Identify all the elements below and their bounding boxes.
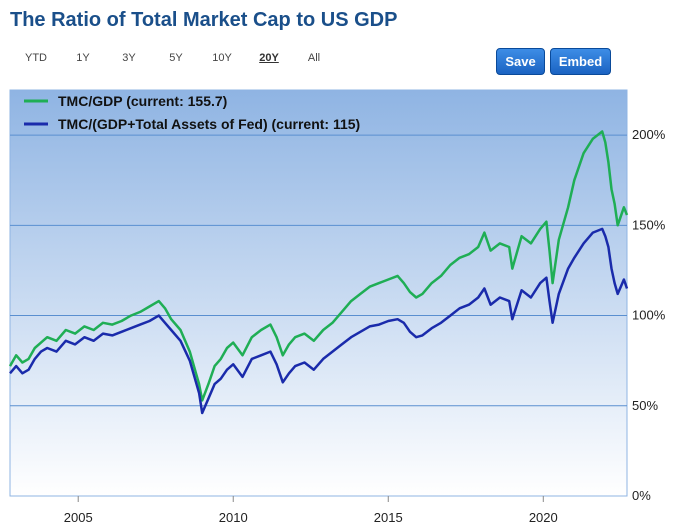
x-tick-label: 2020 bbox=[529, 510, 558, 525]
range-10y[interactable]: 10Y bbox=[212, 52, 232, 64]
range-20y[interactable]: 20Y bbox=[259, 52, 279, 64]
embed-button[interactable]: Embed bbox=[550, 48, 611, 75]
series-line-1 bbox=[9, 227, 629, 415]
y-tick-label: 100% bbox=[632, 308, 666, 323]
legend-label[interactable]: TMC/(GDP+Total Assets of Fed) (current: … bbox=[58, 116, 360, 132]
x-tick-label: 2010 bbox=[219, 510, 248, 525]
range-1y[interactable]: 1Y bbox=[76, 52, 90, 64]
save-button[interactable]: Save bbox=[496, 48, 545, 75]
x-tick-label: 2015 bbox=[374, 510, 403, 525]
range-all[interactable]: All bbox=[307, 52, 321, 64]
y-tick-label: 200% bbox=[632, 127, 666, 142]
chart: 0% 50% 100% 150% 200% 2005 2010 2015 2020 TMC/G… bbox=[8, 89, 666, 525]
y-tick-label: 0% bbox=[632, 488, 651, 503]
page-title: The Ratio of Total Market Cap to US GDP bbox=[10, 9, 398, 31]
range-3y[interactable]: 3Y bbox=[122, 52, 136, 64]
legend-label[interactable]: TMC/GDP (current: 155.7) bbox=[58, 93, 227, 109]
y-tick-label: 150% bbox=[632, 217, 666, 232]
range-5y[interactable]: 5Y bbox=[169, 52, 183, 64]
series-line-0 bbox=[8, 130, 629, 402]
y-tick-label: 50% bbox=[632, 398, 658, 413]
range-ytd[interactable]: YTD bbox=[25, 52, 47, 64]
x-tick-label: 2005 bbox=[64, 510, 93, 525]
